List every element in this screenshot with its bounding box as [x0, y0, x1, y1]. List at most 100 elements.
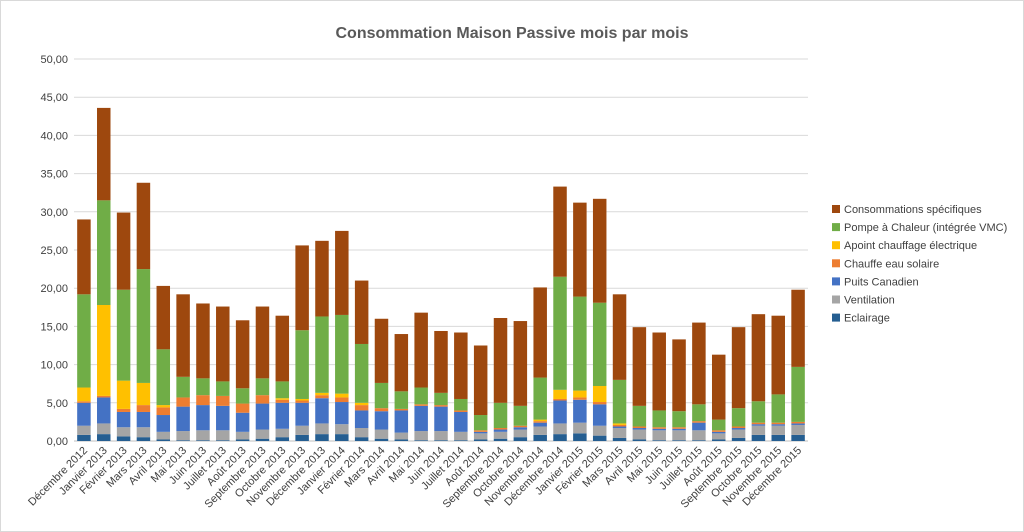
bar-segment — [275, 399, 290, 403]
bar-segment — [374, 438, 389, 441]
chart-title: Consommation Maison Passive mois par moi… — [336, 25, 689, 42]
y-tick-label: 20,00 — [40, 283, 68, 295]
bar-segment — [731, 429, 746, 438]
bar-segment — [414, 387, 428, 405]
bar-segment — [473, 433, 488, 440]
legend-label: Puits Canadien — [844, 276, 919, 288]
bar-segment — [553, 434, 567, 441]
bar-stack — [612, 294, 627, 441]
bar-stack — [533, 287, 547, 441]
legend-item: Puits Canadien — [832, 276, 919, 288]
bar-segment — [374, 382, 389, 409]
bar-segment — [295, 245, 309, 331]
bar-segment — [77, 401, 91, 403]
bar-segment — [652, 428, 666, 431]
bar-segment — [493, 438, 508, 441]
bar-segment — [592, 435, 607, 441]
bar-segment — [116, 289, 131, 381]
bar-stack — [315, 240, 329, 441]
bar-segment — [454, 431, 468, 441]
bar-segment — [335, 434, 349, 441]
bar-segment — [692, 422, 706, 431]
legend-label: Pompe à Chaleur (intégrée VMC) — [844, 222, 1007, 234]
bar-segment — [354, 405, 369, 411]
legend-swatch — [832, 205, 840, 213]
bar-segment — [77, 387, 91, 402]
bar-segment — [275, 428, 290, 438]
bar-segment — [592, 404, 607, 426]
bar-stack — [116, 212, 131, 441]
bar-segment — [672, 430, 686, 441]
bar-segment — [394, 391, 409, 409]
bar-segment — [672, 411, 686, 428]
bar-segment — [672, 440, 686, 441]
bar-segment — [394, 432, 409, 440]
bar-segment — [592, 198, 607, 303]
y-tick-label: 40,00 — [40, 130, 68, 142]
bar-segment — [136, 405, 151, 412]
bar-segment — [335, 393, 349, 398]
bar-segment — [573, 202, 587, 297]
bar-segment — [711, 431, 726, 434]
bar-stack — [711, 354, 726, 441]
bar-segment — [612, 423, 627, 425]
bar-segment — [235, 439, 250, 441]
bar-segment — [235, 431, 250, 440]
bar-stack — [354, 280, 369, 441]
legend-item: Pompe à Chaleur (intégrée VMC) — [832, 222, 1007, 234]
bar-segment — [196, 430, 210, 441]
bar-segment — [454, 410, 468, 412]
bar-segment — [156, 431, 171, 440]
bar-segment — [335, 402, 349, 425]
bar-segment — [176, 406, 190, 432]
bar-segment — [612, 426, 627, 429]
bar-segment — [136, 437, 151, 441]
bar-segment — [295, 402, 309, 426]
bar-segment — [196, 378, 210, 396]
bar-segment — [216, 381, 230, 396]
bar-segment — [275, 398, 290, 400]
bar-segment — [275, 402, 290, 429]
bar-segment — [354, 410, 369, 429]
bar-segment — [414, 404, 428, 406]
bar-segment — [672, 427, 686, 429]
y-tick-label: 50,00 — [40, 54, 68, 66]
bar-stack — [235, 320, 250, 441]
bar-segment — [275, 381, 290, 399]
bar-segment — [116, 380, 131, 409]
bar-segment — [216, 306, 230, 382]
bar-segment — [612, 437, 627, 441]
y-tick-label: 0,00 — [47, 436, 68, 448]
bar-segment — [116, 436, 131, 441]
legend-swatch — [832, 295, 840, 304]
bar-segment — [771, 394, 785, 423]
bar-segment — [771, 425, 785, 435]
bar-segment — [315, 423, 329, 435]
bar-stack — [156, 285, 171, 441]
bar-segment — [751, 424, 766, 426]
bar-segment — [335, 397, 349, 403]
bar-stack — [374, 318, 389, 441]
bar-segment — [573, 390, 587, 398]
bar-segment — [692, 322, 706, 405]
bar-segment — [235, 403, 250, 413]
bar-segment — [255, 306, 270, 379]
bar-stack — [771, 315, 785, 441]
bar-segment — [731, 437, 746, 441]
bar-segment — [295, 400, 309, 403]
legend-swatch — [832, 223, 840, 232]
bar-segment — [335, 230, 349, 315]
bar-segment — [136, 411, 151, 428]
bar-segment — [771, 434, 785, 441]
bar-segment — [235, 412, 250, 432]
bar-segment — [156, 405, 171, 408]
bar-segment — [176, 376, 190, 398]
bar-segment — [612, 294, 627, 380]
bar-stack — [136, 182, 151, 441]
y-tick-label: 10,00 — [40, 360, 68, 372]
bar-segment — [176, 294, 190, 377]
bar-segment — [315, 240, 329, 317]
legend-label: Eclairage — [844, 313, 890, 325]
bar-stack — [335, 230, 349, 441]
bar-segment — [473, 415, 488, 431]
